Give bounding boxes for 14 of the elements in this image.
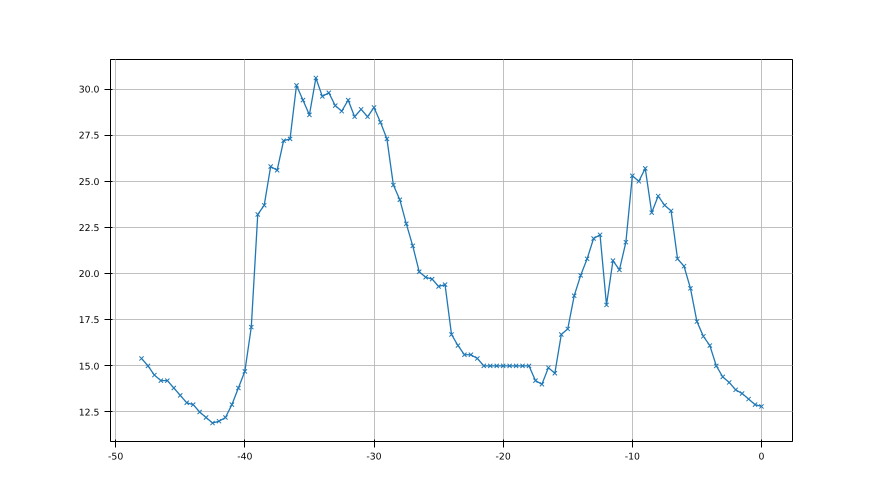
x-tick-label: -30 [366, 452, 382, 462]
x-tick-label: 0 [758, 452, 765, 462]
y-tick-label: 22.5 [78, 222, 100, 234]
x-tick-label: -20 [496, 452, 511, 462]
y-tick-label: 17.5 [78, 315, 100, 326]
x-tick-label: -10 [624, 452, 640, 462]
x-tick-label: -50 [108, 452, 124, 462]
y-tick-label: 25.0 [78, 176, 100, 188]
y-tick-label: 30.0 [78, 84, 100, 96]
y-tick-label: 12.5 [78, 407, 100, 418]
y-tick-label: 27.5 [78, 130, 100, 142]
y-tick-label: 20.0 [78, 269, 100, 280]
x-tick-label: -40 [237, 452, 253, 462]
y-tick-label: 15.0 [78, 361, 100, 372]
